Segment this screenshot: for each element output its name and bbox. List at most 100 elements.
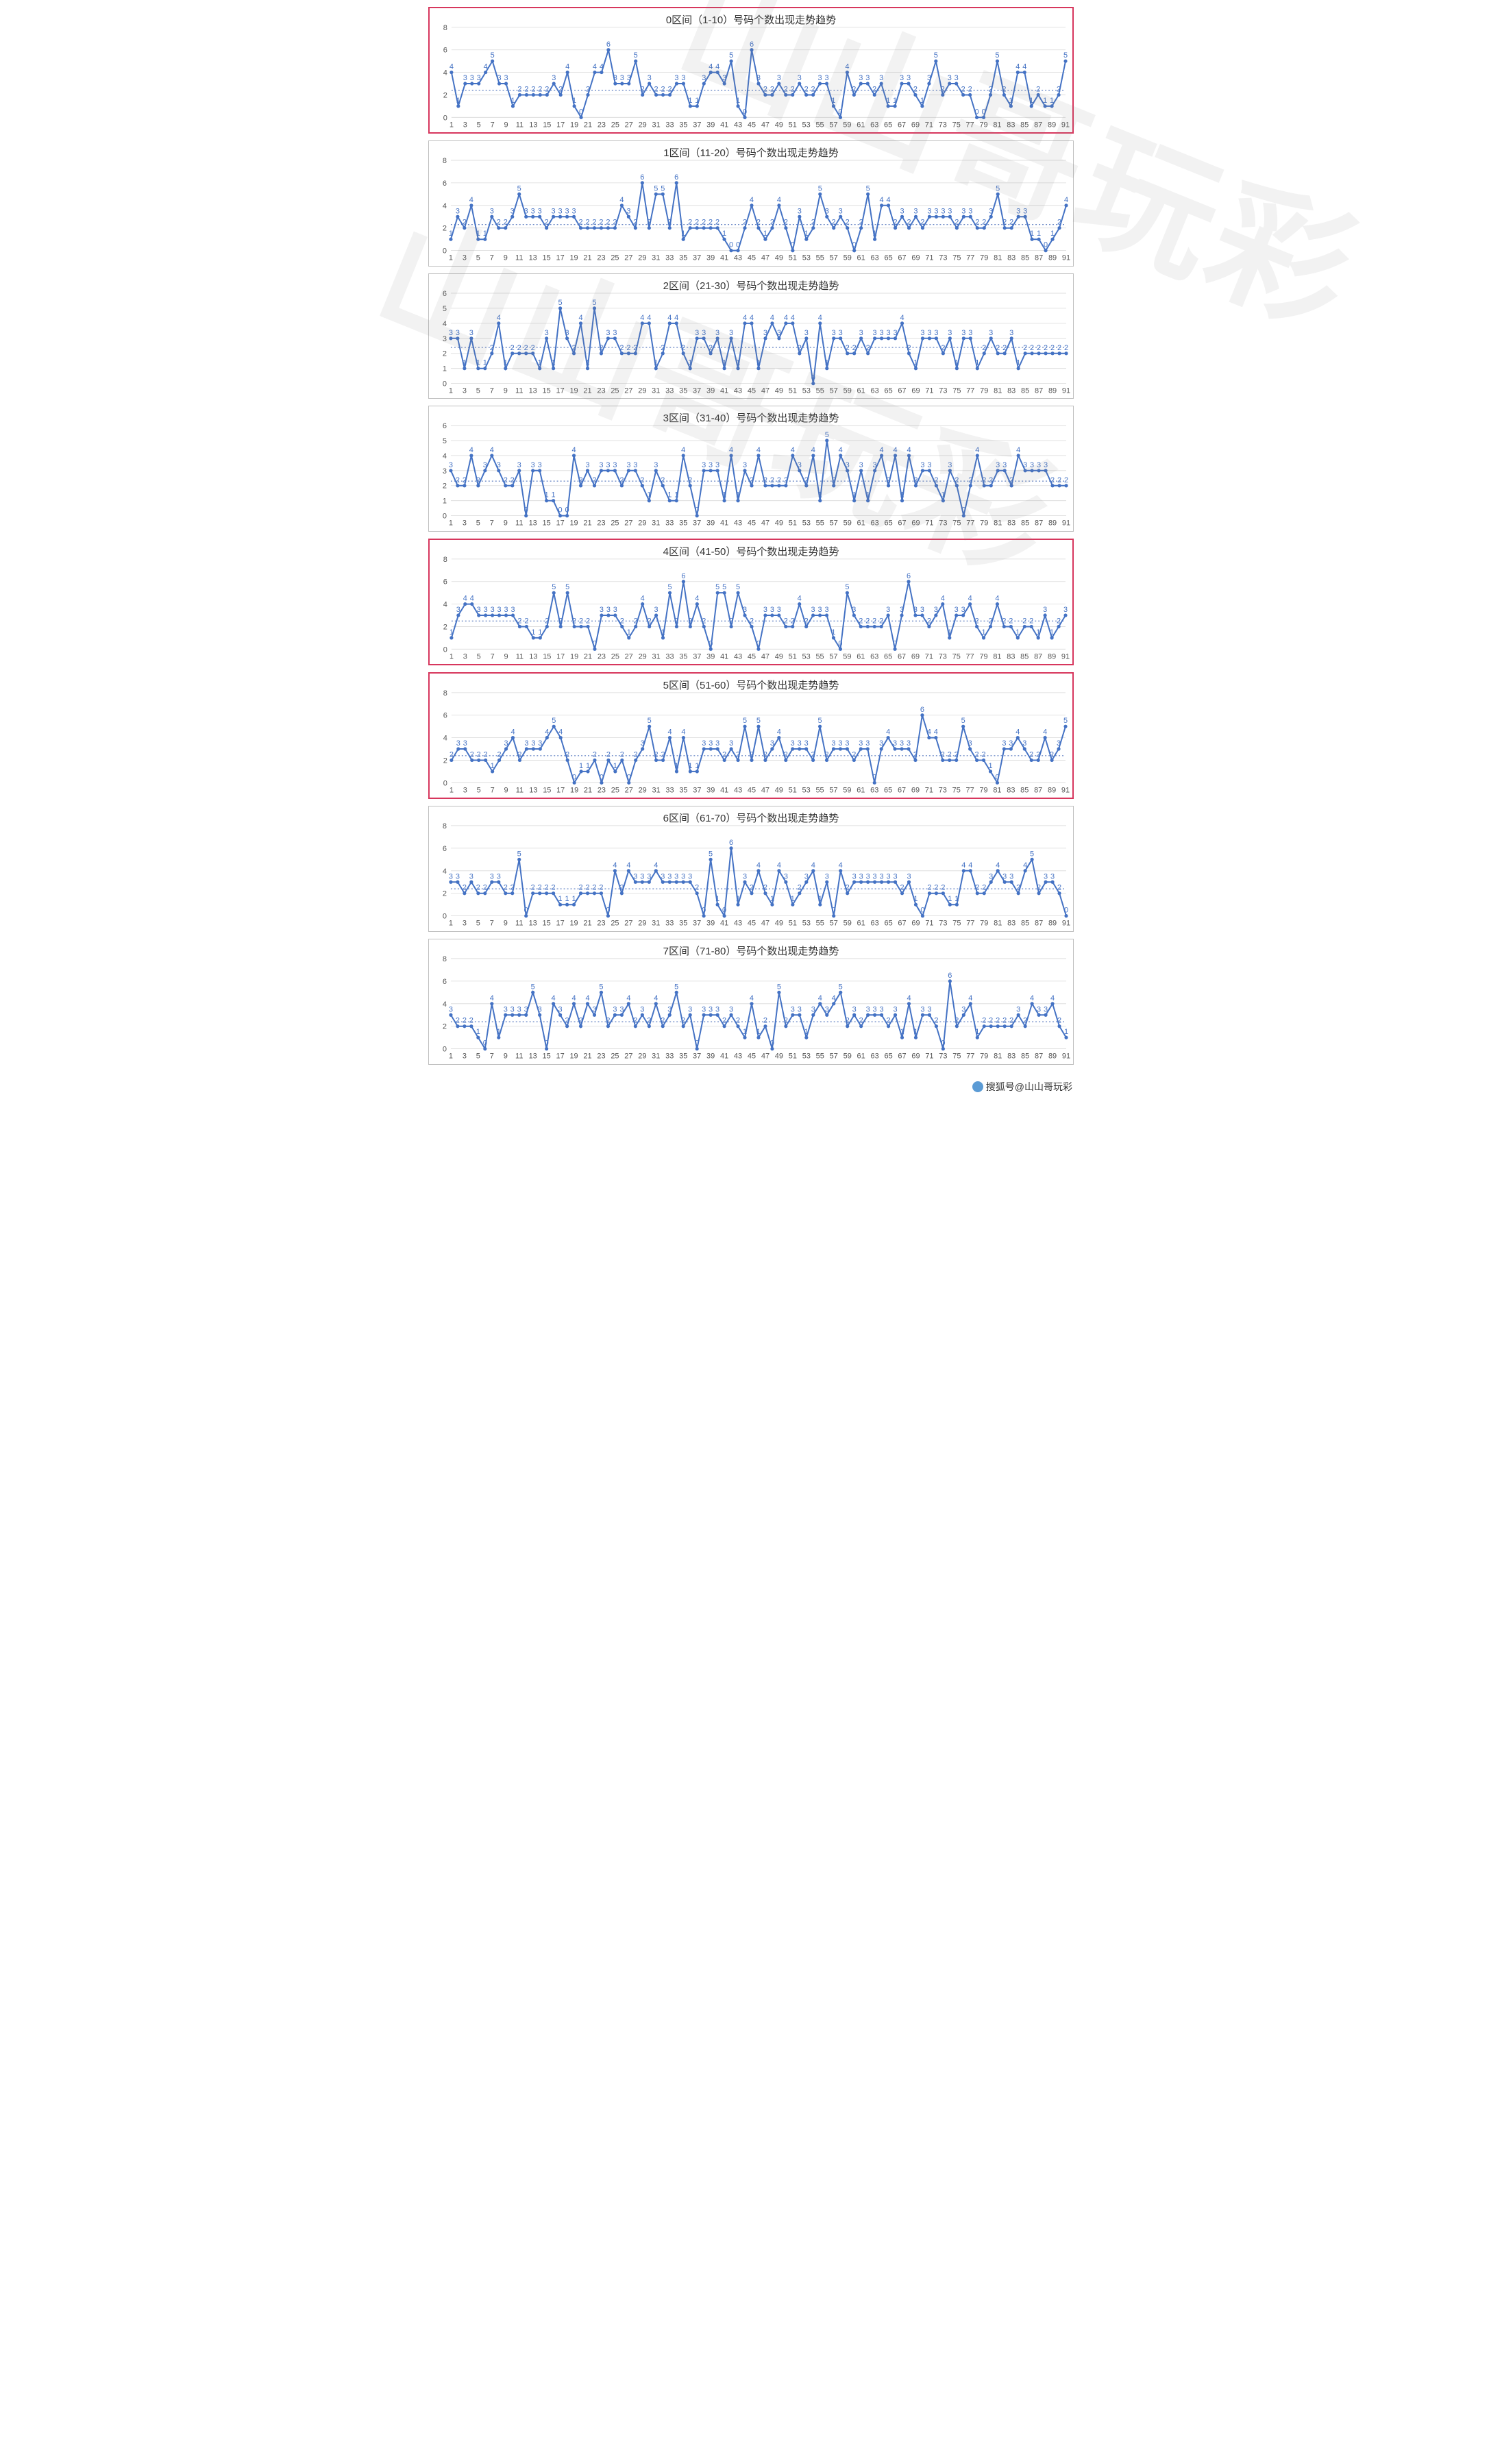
data-point [729,1013,732,1017]
x-tick-label: 27 [624,519,632,528]
data-point [654,93,658,97]
data-point [722,367,726,370]
data-point [1057,748,1060,751]
data-label: 3 [770,606,774,614]
data-label: 2 [955,1017,959,1025]
data-point [552,892,555,896]
x-tick-label: 69 [911,386,920,395]
data-point [456,336,459,340]
data-label: 3 [565,329,569,337]
data-label: 3 [1022,739,1026,748]
data-point [483,238,487,241]
x-tick-label: 73 [939,254,947,262]
data-point [736,903,739,907]
data-point [756,454,760,458]
data-point [469,1024,473,1028]
x-tick-label: 41 [720,254,728,262]
data-point [627,781,630,785]
x-tick-label: 15 [543,787,551,795]
data-label: 1 [900,1028,904,1036]
data-label: 4 [647,314,651,322]
data-label: 6 [681,572,685,580]
data-label: 2 [913,85,918,93]
data-label: 2 [715,219,719,227]
y-tick-label: 3 [443,467,447,476]
x-tick-label: 35 [679,519,687,528]
data-point [668,880,672,884]
data-label: 2 [695,884,699,892]
data-point [695,770,699,774]
data-label: 4 [640,314,644,322]
data-label: 1 [1029,97,1033,105]
data-label: 3 [510,207,515,215]
data-label: 1 [975,1028,979,1036]
data-label: 2 [982,344,986,352]
data-point [969,215,972,219]
y-tick-label: 2 [443,757,447,765]
x-tick-label: 49 [775,920,783,928]
data-point [586,93,589,97]
data-label: 2 [469,1017,473,1025]
data-point [818,500,822,503]
x-tick-label: 5 [476,1052,480,1061]
data-label: 1 [873,230,877,238]
data-label: 3 [695,329,699,337]
data-point [798,215,801,219]
data-label: 1 [476,1028,480,1036]
data-point [935,215,938,219]
data-point [593,484,596,488]
data-label: 3 [661,873,665,881]
data-point [955,1024,959,1028]
data-label: 1 [627,628,631,637]
data-point [976,1036,979,1039]
data-label: 3 [681,74,685,82]
data-label: 2 [784,85,788,93]
data-label: 3 [449,329,453,337]
data-point [545,892,548,896]
data-point [709,226,713,230]
y-tick-label: 6 [443,578,447,587]
x-tick-label: 35 [679,1052,687,1061]
data-point [532,748,535,751]
data-label: 3 [777,74,781,82]
x-tick-label: 61 [857,519,865,528]
data-point [538,215,541,219]
data-point [968,748,972,751]
data-point [955,613,958,617]
data-label: 3 [592,1005,596,1013]
data-label: 1 [674,762,678,770]
data-label: 2 [504,884,508,892]
x-tick-label: 21 [584,121,592,129]
data-label: 3 [811,1005,815,1013]
data-point [613,770,617,774]
x-tick-label: 7 [490,254,494,262]
data-point [1037,636,1040,639]
data-point [689,226,692,230]
data-label: 3 [504,74,508,82]
x-tick-label: 13 [529,1052,537,1061]
y-tick-label: 2 [443,482,447,491]
x-tick-label: 51 [789,386,797,395]
data-label: 3 [927,329,931,337]
data-point [736,759,739,762]
data-point [1050,759,1054,762]
x-tick-label: 45 [748,254,756,262]
data-label: 2 [763,1017,767,1025]
data-label: 3 [729,1005,733,1013]
data-label: 3 [784,873,788,881]
data-point [770,484,774,488]
data-point [497,1036,500,1039]
data-label: 2 [907,344,911,352]
data-label: 3 [845,739,849,748]
data-label: 2 [524,617,528,626]
data-point [730,748,733,751]
data-point [1017,367,1020,370]
data-point [1002,625,1006,628]
data-point [668,591,672,595]
data-label: 3 [818,74,822,82]
data-point [873,1013,876,1017]
data-point [948,979,952,983]
data-point [600,991,603,994]
data-point [887,204,890,207]
x-tick-label: 43 [734,1052,742,1061]
